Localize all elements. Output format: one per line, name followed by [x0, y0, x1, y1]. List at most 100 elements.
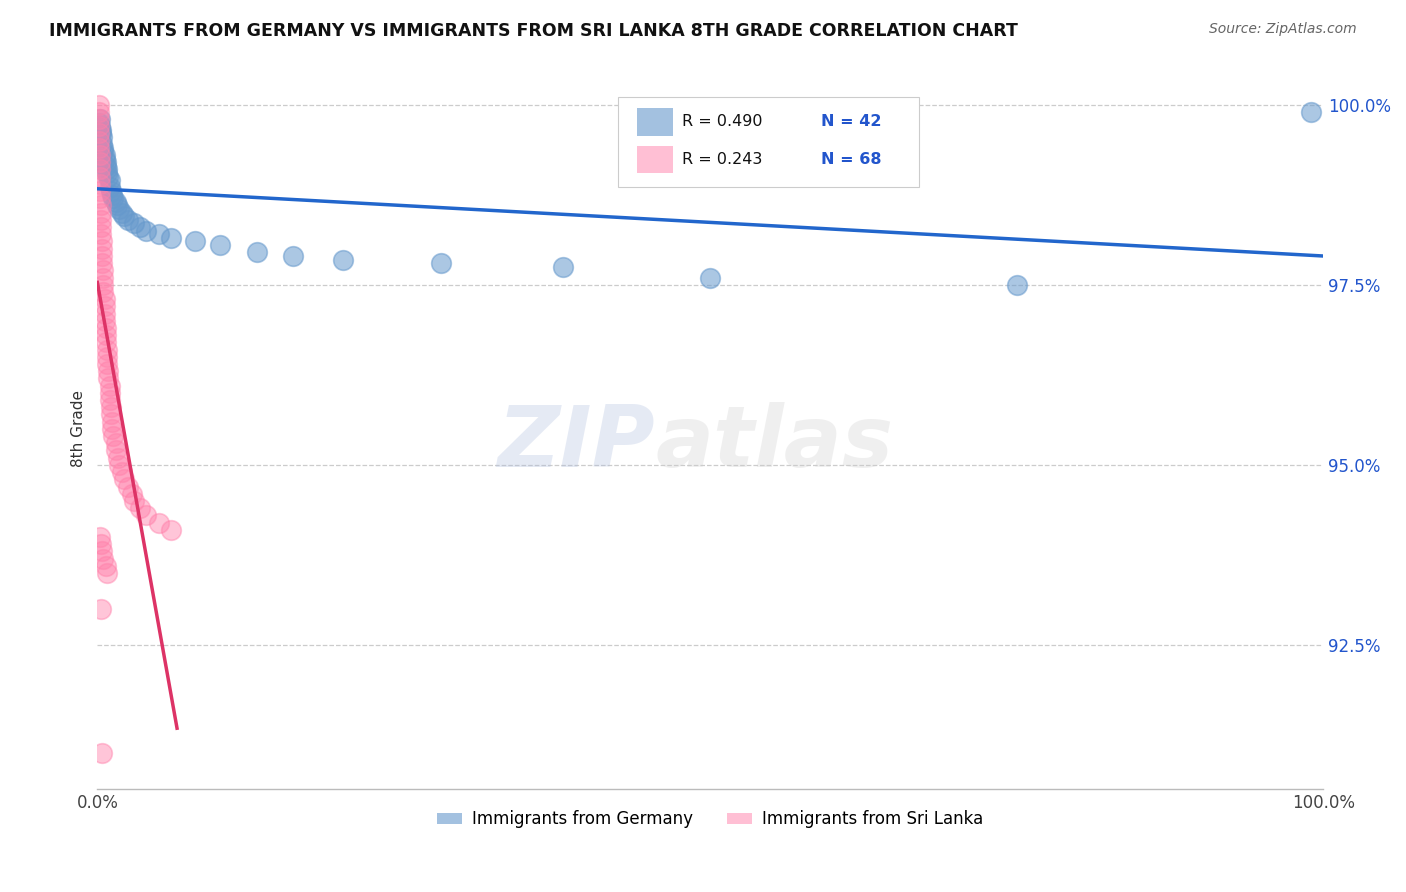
Point	[96, 350, 118, 364]
Point	[208, 238, 231, 252]
Point	[104, 443, 127, 458]
Point	[135, 508, 157, 523]
Point	[104, 436, 127, 450]
Point	[90, 537, 112, 551]
Point	[332, 252, 354, 267]
Point	[246, 245, 269, 260]
Point	[103, 429, 125, 443]
Point	[93, 152, 115, 166]
Point	[91, 242, 114, 256]
Point	[108, 202, 131, 216]
Point	[112, 472, 135, 486]
Point	[87, 119, 110, 133]
Point	[94, 328, 117, 343]
Point	[100, 408, 122, 422]
Point	[553, 260, 575, 274]
Point	[101, 187, 124, 202]
Bar	[637, 108, 673, 136]
Text: Source: ZipAtlas.com: Source: ZipAtlas.com	[1209, 22, 1357, 37]
Point	[148, 227, 170, 242]
Point	[98, 173, 121, 187]
Point	[112, 209, 135, 223]
Point	[108, 458, 131, 472]
Text: atlas: atlas	[655, 401, 893, 484]
Point	[122, 217, 145, 231]
Point	[148, 516, 170, 530]
Text: N = 42: N = 42	[821, 114, 882, 129]
Point	[89, 112, 111, 126]
Point	[104, 194, 127, 209]
Point	[94, 155, 117, 169]
Point	[87, 127, 110, 141]
Point	[90, 198, 112, 212]
Point	[96, 166, 118, 180]
Point	[90, 122, 112, 136]
Point	[184, 235, 207, 249]
Point	[93, 314, 115, 328]
Point	[122, 494, 145, 508]
Point	[91, 746, 114, 760]
Point	[89, 148, 111, 162]
Text: ZIP: ZIP	[498, 401, 655, 484]
Point	[100, 184, 122, 198]
Point	[91, 137, 114, 152]
Text: R = 0.490: R = 0.490	[682, 114, 762, 129]
Point	[87, 112, 110, 126]
Point	[96, 162, 118, 177]
Point	[89, 177, 111, 191]
Point	[91, 130, 114, 145]
Point	[1005, 277, 1028, 292]
Point	[283, 249, 305, 263]
Point	[87, 141, 110, 155]
Point	[101, 422, 124, 436]
Point	[111, 205, 134, 219]
Point	[135, 224, 157, 238]
Point	[90, 220, 112, 235]
Point	[96, 566, 118, 580]
Point	[89, 169, 111, 184]
Point	[93, 148, 115, 162]
Point	[89, 184, 111, 198]
Point	[93, 263, 115, 277]
Y-axis label: 8th Grade: 8th Grade	[72, 391, 86, 467]
Point	[93, 270, 115, 285]
Text: R = 0.243: R = 0.243	[682, 152, 762, 167]
Point	[93, 307, 115, 321]
Legend: Immigrants from Germany, Immigrants from Sri Lanka: Immigrants from Germany, Immigrants from…	[430, 804, 990, 835]
Point	[100, 401, 122, 415]
Point	[87, 97, 110, 112]
Point	[97, 371, 120, 385]
Point	[91, 544, 114, 558]
Text: IMMIGRANTS FROM GERMANY VS IMMIGRANTS FROM SRI LANKA 8TH GRADE CORRELATION CHART: IMMIGRANTS FROM GERMANY VS IMMIGRANTS FR…	[49, 22, 1018, 40]
Point	[160, 523, 183, 537]
Point	[89, 155, 111, 169]
Point	[93, 277, 115, 292]
Point	[93, 285, 115, 299]
Point	[94, 335, 117, 350]
Bar	[637, 145, 673, 173]
Point	[98, 180, 121, 194]
Point	[111, 465, 134, 479]
Point	[117, 212, 139, 227]
Text: N = 68: N = 68	[821, 152, 882, 167]
Point	[89, 191, 111, 205]
Point	[103, 191, 125, 205]
Point	[97, 169, 120, 184]
Point	[90, 227, 112, 242]
Point	[1299, 104, 1322, 119]
Point	[129, 501, 152, 516]
Point	[98, 378, 121, 392]
Point	[117, 479, 139, 493]
Point	[101, 415, 124, 429]
Point	[107, 450, 129, 465]
Point	[94, 558, 117, 573]
Point	[94, 321, 117, 335]
Point	[429, 256, 451, 270]
Point	[89, 530, 111, 544]
Point	[91, 249, 114, 263]
Point	[93, 299, 115, 313]
Point	[90, 205, 112, 219]
Point	[87, 104, 110, 119]
Point	[129, 220, 152, 235]
Point	[94, 159, 117, 173]
